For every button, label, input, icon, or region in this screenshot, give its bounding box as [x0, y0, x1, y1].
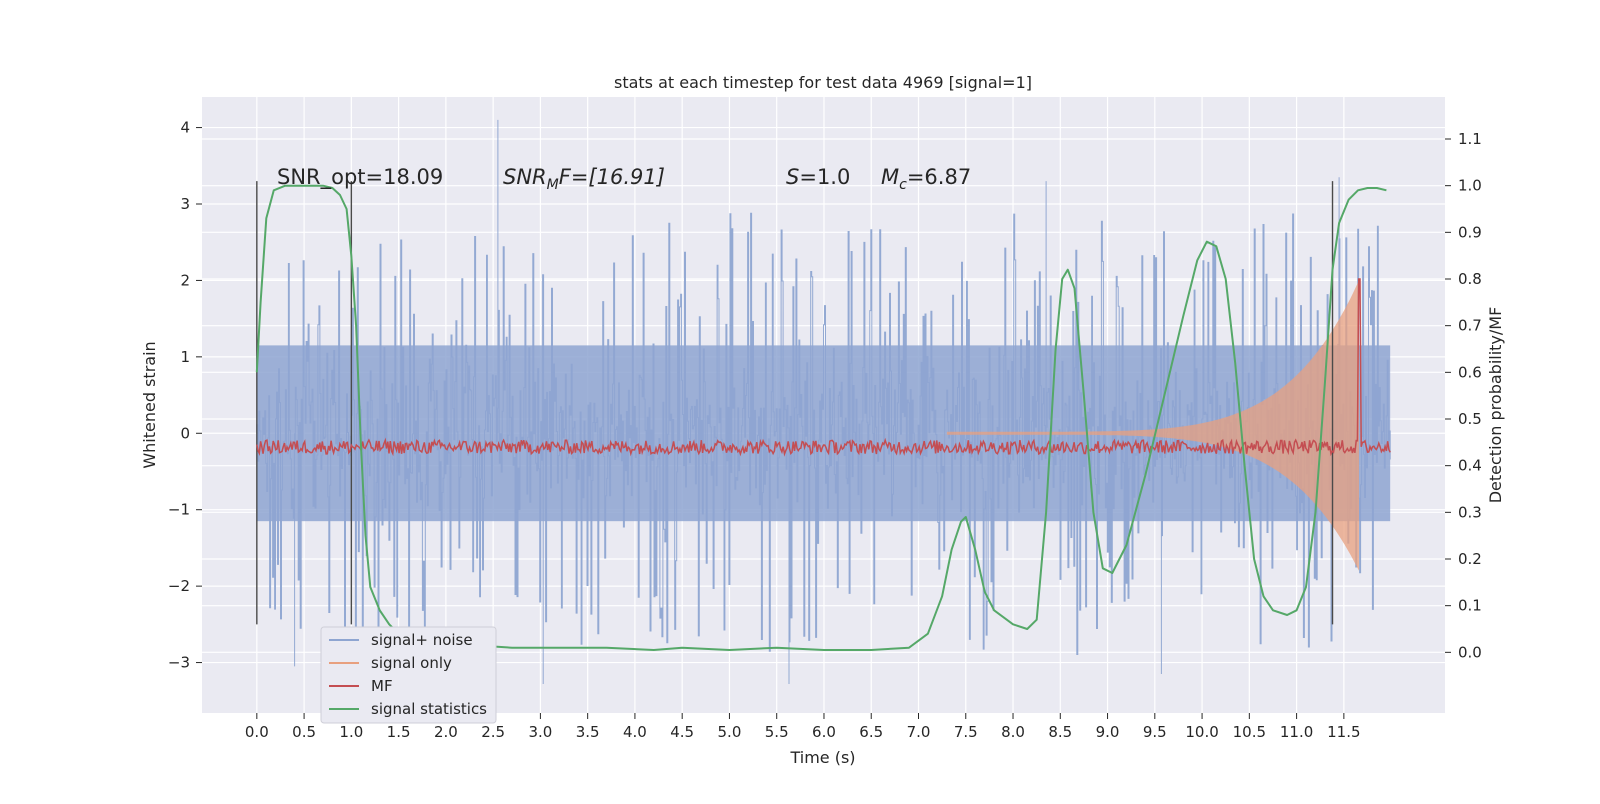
annotation-snr-mf-rest: F=[16.91] [559, 165, 665, 189]
tick-label-x-4.5: 4.5 [670, 723, 694, 741]
tick-label-right-0.9: 0.9 [1458, 223, 1482, 241]
tick-label-x-4.0: 4.0 [623, 723, 647, 741]
tick-label-x-2.5: 2.5 [481, 723, 505, 741]
tick-label-right-0.0: 0.0 [1458, 643, 1482, 661]
tick-label-x-2.0: 2.0 [434, 723, 458, 741]
annotation-snr-mf: SNRMF=[16.91] [503, 165, 665, 193]
tick-label-x-5.0: 5.0 [718, 723, 742, 741]
tick-label-x-8.0: 8.0 [1001, 723, 1025, 741]
tick-label-x-1.5: 1.5 [387, 723, 411, 741]
tick-label-left-4: 4 [180, 119, 190, 137]
annotation-mc: Mc=6.87 [881, 165, 971, 193]
tick-label-right-0.2: 0.2 [1458, 550, 1482, 568]
annotation-mc-rest: =6.87 [907, 165, 971, 189]
tick-label-x-6.5: 6.5 [859, 723, 883, 741]
tick-label-x-6.0: 6.0 [812, 723, 836, 741]
annotation-s-italic: S [786, 165, 799, 189]
annotation-snr-mf-sub: M [547, 177, 559, 193]
annotation-snr-opt: SNR_opt=18.09 [277, 165, 443, 190]
tick-label-x-9.5: 9.5 [1143, 723, 1167, 741]
tick-label-x-8.5: 8.5 [1048, 723, 1072, 741]
annotation-s-rest: =1.0 [799, 165, 850, 189]
tick-label-x-10.5: 10.5 [1233, 723, 1266, 741]
tick-label-x-10.0: 10.0 [1185, 723, 1218, 741]
tick-label-x-5.5: 5.5 [765, 723, 789, 741]
tick-label-x-0.0: 0.0 [245, 723, 269, 741]
y-ticks-right: 1.1 1.0 0.9 0.8 0.7 0.6 0.5 0.4 0.3 0.2 0.1 0.0 [1445, 130, 1482, 661]
tick-label-x-11.5: 11.5 [1327, 723, 1360, 741]
annotation-snr-mf-italic: SNR [503, 165, 547, 189]
tick-label-right-1.1: 1.1 [1458, 130, 1482, 148]
tick-label-x-7.5: 7.5 [954, 723, 978, 741]
series-signal-statistics [255, 184, 1387, 651]
tick-label-x-9.0: 9.0 [1096, 723, 1120, 741]
tick-label-x-3.5: 3.5 [576, 723, 600, 741]
tick-label-x-7.0: 7.0 [907, 723, 931, 741]
tick-label-right-0.6: 0.6 [1458, 363, 1482, 381]
tick-label-right-0.8: 0.8 [1458, 270, 1482, 288]
series-signal-only [946, 280, 1359, 571]
legend-label-signal-statistics: signal statistics [371, 700, 487, 718]
legend-label-signal-noise: signal+ noise [371, 631, 473, 649]
chart-title: stats at each timestep for test data 496… [614, 73, 1032, 92]
tick-label-x-11.0: 11.0 [1280, 723, 1313, 741]
y-axis-label-right: Detection probability/MF [1486, 307, 1505, 504]
tick-label-left-−3: −3 [168, 654, 190, 672]
tick-label-x-3.0: 3.0 [528, 723, 552, 741]
tick-label-right-0.7: 0.7 [1458, 317, 1482, 335]
tick-label-right-0.1: 0.1 [1458, 597, 1482, 615]
signal-statistics-line [255, 184, 1387, 651]
mf-line [256, 278, 1391, 457]
x-axis-label: Time (s) [789, 748, 855, 767]
tick-label-right-0.5: 0.5 [1458, 410, 1482, 428]
tick-label-x-1.0: 1.0 [339, 723, 363, 741]
annotation-mc-sub: c [899, 177, 907, 193]
tick-label-right-1.0: 1.0 [1458, 177, 1482, 195]
legend-label-mf: MF [371, 677, 393, 695]
tick-label-right-0.3: 0.3 [1458, 503, 1482, 521]
tick-label-x-0.5: 0.5 [292, 723, 316, 741]
tick-label-left-2: 2 [180, 271, 190, 289]
tick-label-left-1: 1 [180, 348, 190, 366]
annotation-s: S=1.0 [786, 165, 850, 189]
signal-only-envelope [946, 280, 1359, 571]
tick-label-left-−1: −1 [168, 501, 190, 519]
tick-label-left-−2: −2 [168, 577, 190, 595]
y-ticks-left: 4 3 2 1 0 −1 −2 −3 [168, 119, 202, 672]
y-axis-label-left: Whitened strain [140, 341, 159, 468]
legend: signal+ noise signal only MF signal stat… [320, 626, 497, 724]
legend-label-signal-only: signal only [371, 654, 452, 672]
tick-label-left-0: 0 [180, 424, 190, 442]
tick-label-right-0.4: 0.4 [1458, 457, 1482, 475]
series-mf [256, 278, 1391, 457]
tick-label-left-3: 3 [180, 195, 190, 213]
x-ticks: 0.0 0.5 1.0 1.5 2.0 2.5 3.0 3.5 4.0 4.5 5.0 5.5 6.0 6… [245, 713, 1361, 741]
legend-box [320, 626, 497, 724]
annotation-mc-italic: M [881, 165, 899, 189]
series-signal-noise [256, 119, 1391, 684]
